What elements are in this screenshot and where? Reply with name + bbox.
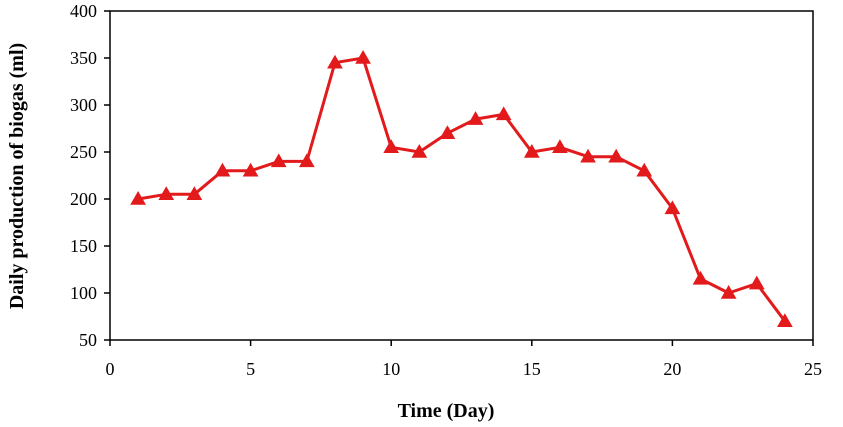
x-tick-label: 25 [804, 359, 822, 379]
x-tick-label: 5 [246, 359, 255, 379]
x-tick-label: 20 [663, 359, 681, 379]
y-tick-labels: 50 100 150 200 250 300 350 400 [70, 1, 97, 350]
y-tick-label: 200 [70, 189, 97, 209]
data-point-marker [158, 186, 175, 201]
data-point-marker [608, 148, 625, 163]
data-point-marker [186, 186, 203, 201]
y-tick-label: 50 [79, 330, 97, 350]
x-tick-labels: 0 5 10 15 20 25 [106, 359, 823, 379]
data-point-marker [523, 143, 540, 158]
data-point-marker [664, 200, 681, 215]
data-point-marker [467, 111, 484, 125]
data-point-marker [636, 162, 653, 177]
data-point-marker [552, 139, 568, 154]
x-tick-label: 0 [106, 359, 115, 379]
axis-ticks [104, 10, 814, 346]
x-axis-title: Time (Day) [398, 400, 495, 422]
data-point-marker [748, 275, 765, 290]
y-tick-label: 100 [70, 283, 97, 303]
data-point-marker [439, 125, 456, 139]
y-axis-title: Daily production of biogas (ml) [6, 43, 28, 309]
y-tick-label: 300 [70, 95, 97, 115]
data-point-marker [355, 49, 371, 64]
y-tick-label: 150 [70, 236, 97, 256]
data-point-marker [411, 143, 428, 158]
data-point-marker [270, 153, 287, 168]
data-point-marker [242, 162, 259, 177]
data-point-marker [130, 190, 146, 205]
data-point-marker [214, 162, 231, 177]
x-tick-label: 15 [523, 359, 541, 379]
y-tick-label: 250 [70, 142, 97, 162]
data-point-marker [777, 313, 793, 327]
data-point-marker [580, 148, 596, 163]
plot-area-frame [109, 10, 814, 341]
y-tick-label: 350 [70, 48, 97, 68]
series-layer [130, 49, 793, 327]
x-tick-label: 10 [382, 359, 400, 379]
data-point-marker [327, 54, 343, 69]
series-line [137, 56, 787, 323]
y-tick-label: 400 [70, 1, 97, 21]
data-point-marker [495, 106, 512, 121]
data-point-marker [692, 270, 709, 285]
data-point-marker [383, 139, 400, 154]
data-point-marker [298, 153, 315, 168]
data-point-marker [720, 284, 737, 299]
